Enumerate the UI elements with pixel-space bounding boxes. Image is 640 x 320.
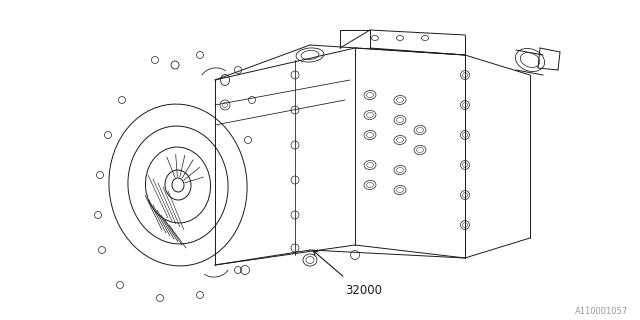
Text: A110001057: A110001057 — [575, 308, 628, 316]
Text: 32000: 32000 — [345, 284, 382, 297]
